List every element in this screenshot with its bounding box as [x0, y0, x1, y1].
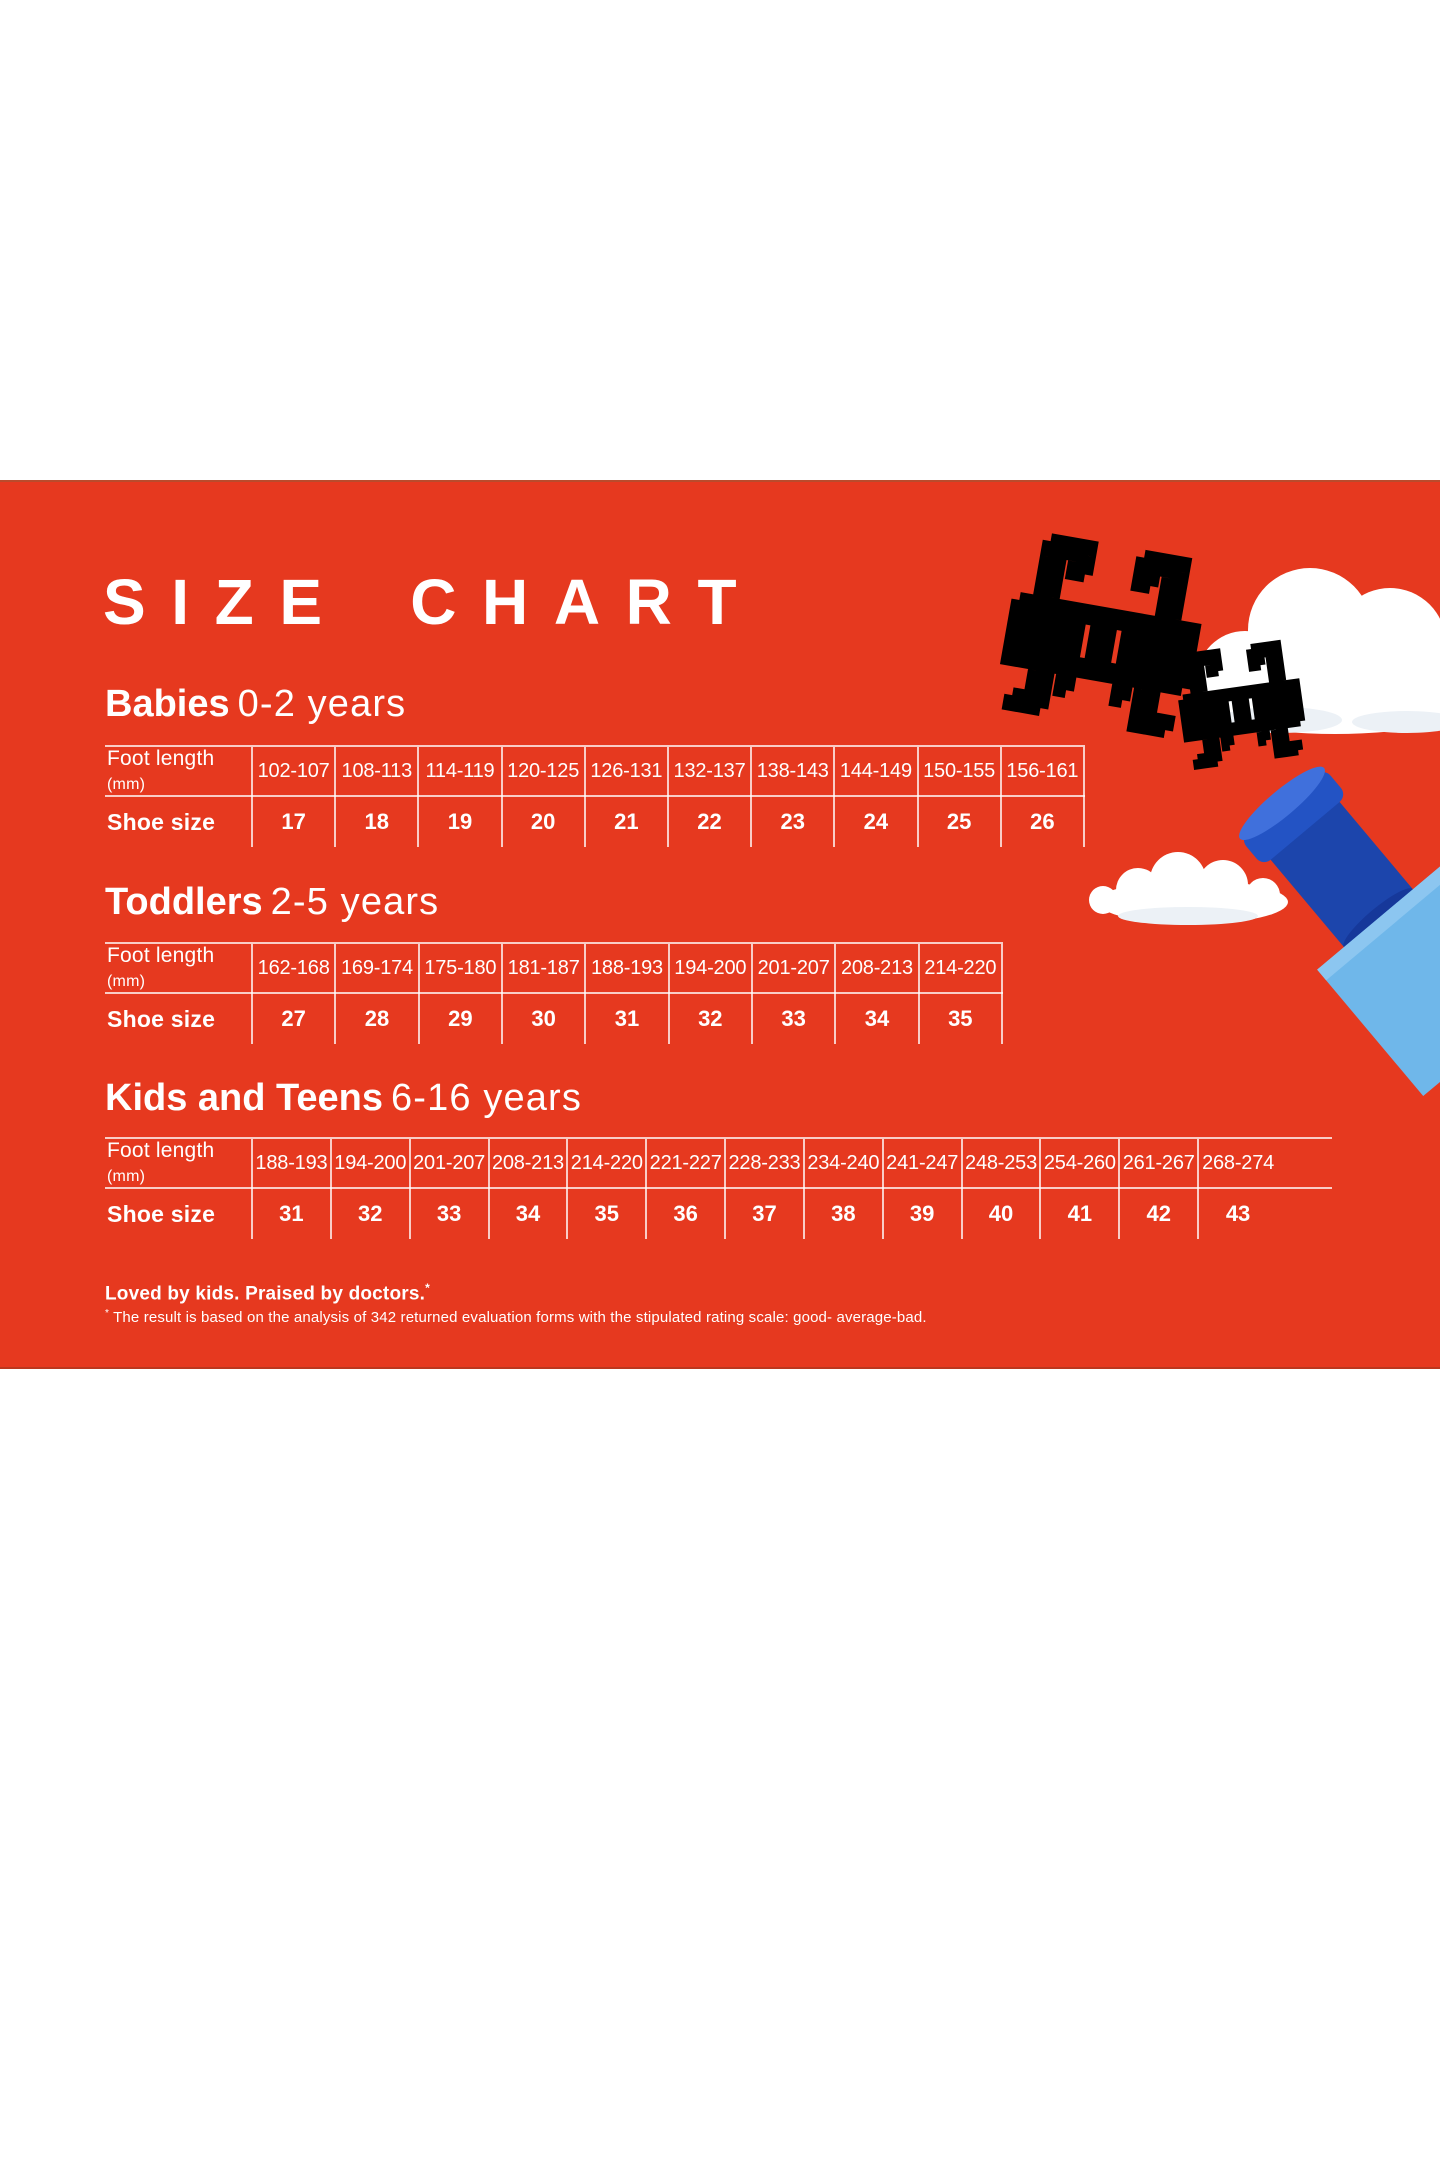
shoe-size-value-cell: 40	[961, 1188, 1042, 1239]
section-heading-toddlers: Toddlers 2-5 years	[105, 880, 439, 926]
section-heading-babies: Babies 0-2 years	[105, 682, 406, 728]
foot-length-value-cell: 208-213	[835, 943, 920, 994]
foot-length-value-cell: 241-247	[882, 1138, 963, 1189]
shoe-size-value-cell: 34	[488, 1188, 569, 1239]
shoe-size-value-cell: 28	[335, 993, 420, 1044]
shoe-size-value-cell: 22	[667, 796, 753, 847]
foot-length-value-cell: 102-107	[252, 746, 337, 797]
foot-length-value-cell: 228-233	[725, 1138, 805, 1189]
shoe-size-value-cell: 35	[567, 1188, 648, 1239]
cloud-small-icon	[1089, 852, 1288, 925]
foot-length-value-cell: 221-227	[646, 1138, 727, 1189]
foot-length-value-cell: 144-149	[834, 746, 919, 797]
foot-length-value-cell: 268-274	[1198, 1138, 1277, 1189]
toddlers-size-table: Foot length (mm) 162-168 169-174 175-180 181…	[105, 942, 1004, 1044]
shoe-size-value-cell: 31	[585, 993, 670, 1044]
footer-tagline: Loved by kids. Praised by doctors.*	[105, 1281, 430, 1305]
shoe-size-value-cell: 23	[751, 796, 836, 847]
table-spacer-cell	[1277, 1138, 1332, 1189]
shoe-size-value-cell: 27	[252, 993, 337, 1044]
shoe-size-value-cell: 42	[1119, 1188, 1200, 1239]
footnote: * The result is based on the analysis of…	[105, 1308, 927, 1326]
section-heading-kids-and-teens: Kids and Teens 6-16 years	[105, 1076, 582, 1122]
foot-length-value-cell: 201-207	[409, 1138, 490, 1189]
shoe-size-value-cell: 21	[584, 796, 669, 847]
shoe-size-value-cell: 43	[1225, 1201, 1251, 1226]
shoe-size-value-cell: 39	[882, 1188, 963, 1239]
footnote-text: The result is based on the analysis of 3…	[113, 1309, 927, 1326]
shoe-size-value-cell: 24	[834, 796, 919, 847]
foot-length-value-cell: 132-137	[667, 746, 753, 797]
table-spacer-cell	[1277, 1188, 1332, 1239]
foot-length-value-cell: 181-187	[501, 943, 587, 994]
foot-length-value-cell: 175-180	[418, 943, 503, 994]
foot-length-value-cell: 208-213	[488, 1138, 569, 1189]
babies-size-table: Foot length (mm) 102-107 108-113 114-119 120…	[105, 745, 1086, 847]
shoe-size-header-cell: Shoe size	[105, 993, 253, 1044]
foot-length-value-cell: 248-253	[961, 1138, 1042, 1189]
foot-length-value-cell: 120-125	[501, 746, 586, 797]
shoe-size-value-cell: 35	[918, 993, 1004, 1044]
shoe-size-value-cell: 37	[725, 1188, 805, 1239]
foot-length-value-cell: 254-260	[1040, 1138, 1121, 1189]
foot-length-value-cell: 150-155	[917, 746, 1002, 797]
brick-toy-yellow-icon	[1171, 637, 1310, 771]
brick-rocket-icon	[1239, 766, 1440, 1097]
shoe-size-value-cell: 41	[1040, 1188, 1121, 1239]
foot-length-value-cell: 214-220	[918, 943, 1004, 994]
shoe-size-value-cell: 31	[252, 1188, 332, 1239]
foot-length-value-cell: 234-240	[803, 1138, 884, 1189]
foot-length-header-cell: Foot length (mm)	[105, 746, 253, 797]
shoe-size-value-cell: 29	[418, 993, 503, 1044]
shoe-size-value-cell: 17	[252, 796, 337, 847]
foot-length-value-cell: 188-193	[585, 943, 670, 994]
shoe-size-value-cell: 18	[335, 796, 420, 847]
shoe-size-value-cell: 34	[835, 993, 920, 1044]
shoe-size-value-cell: 33	[751, 993, 837, 1044]
foot-length-value-cell: 126-131	[584, 746, 669, 797]
foot-length-value-cell: 214-220	[567, 1138, 648, 1189]
foot-length-value-cell: 114-119	[418, 746, 503, 797]
shoe-size-value-cell: 33	[409, 1188, 490, 1239]
footnote-asterisk: *	[105, 1308, 110, 1319]
foot-length-header-cell: Foot length (mm)	[105, 1138, 253, 1189]
foot-length-value-cell: 201-207	[751, 943, 837, 994]
footnote-asterisk: *	[425, 1281, 430, 1295]
shoe-size-value-cell: 36	[646, 1188, 727, 1239]
section-name: Toddlers	[105, 881, 263, 923]
shoe-size-header-cell: Shoe size	[105, 796, 253, 847]
foot-length-value-cell: 162-168	[252, 943, 337, 994]
foot-length-value-cell: 108-113	[335, 746, 420, 797]
shoe-size-value-cell: 32	[330, 1188, 411, 1239]
page-title: SIZE CHART	[103, 566, 763, 638]
section-age: 0-2 years	[237, 683, 407, 725]
shoe-size-value-cell: 25	[917, 796, 1002, 847]
foot-length-value-cell: 261-267	[1119, 1138, 1200, 1189]
shoe-size-value-cell: 19	[418, 796, 503, 847]
foot-length-value-cell: 194-200	[330, 1138, 411, 1189]
section-name: Kids and Teens	[105, 1077, 384, 1119]
foot-length-value-cell: 138-143	[751, 746, 836, 797]
shoe-size-value-cell: 20	[501, 796, 586, 847]
shoe-size-value-cell: 38	[803, 1188, 884, 1239]
section-name: Babies	[105, 683, 230, 725]
shoe-size-value-cell: 30	[501, 993, 587, 1044]
shoe-size-value-cell: 32	[668, 993, 753, 1044]
footer-tagline-text: Loved by kids. Praised by doctors.	[105, 1283, 426, 1305]
foot-length-value-cell: 156-161	[1000, 746, 1086, 797]
kids-and-teens-size-table: Foot length (mm) 188-193 194-200 201-207 208…	[105, 1137, 1332, 1239]
size-chart-panel: SIZE CHART Babies 0-2 years Foot length (…	[0, 480, 1440, 1369]
foot-length-value-cell: 188-193	[252, 1138, 332, 1189]
foot-length-header-cell: Foot length (mm)	[105, 943, 253, 994]
shoe-size-value-cell: 26	[1000, 796, 1086, 847]
foot-length-value-cell: 169-174	[335, 943, 420, 994]
section-age: 6-16 years	[391, 1077, 582, 1119]
shoe-size-header-cell: Shoe size	[105, 1188, 253, 1239]
section-age: 2-5 years	[270, 881, 440, 923]
foot-length-value-cell: 194-200	[668, 943, 753, 994]
